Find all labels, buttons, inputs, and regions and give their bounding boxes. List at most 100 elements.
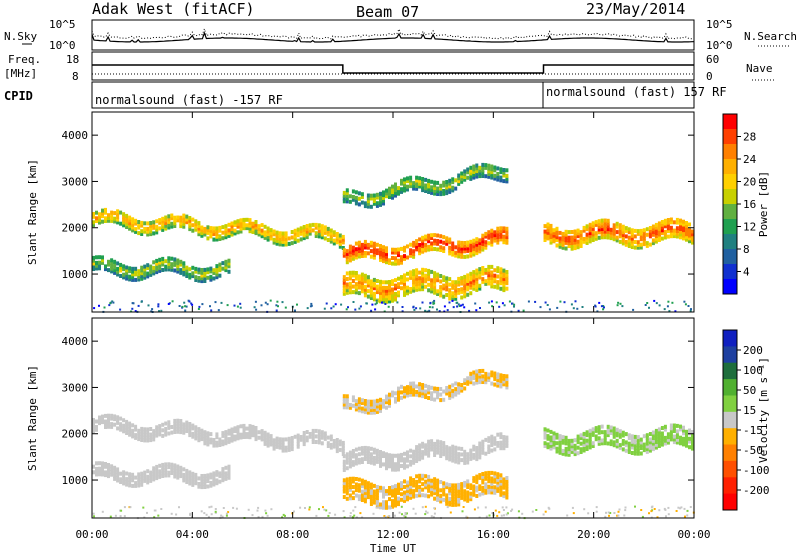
velocity-cell [582,431,586,436]
power-cell [348,284,352,289]
velocity-cell [351,454,355,459]
power-cell [366,193,370,198]
power-cell [119,262,123,267]
velocity-scatter [488,514,491,517]
velocity-cell [448,384,452,389]
velocity-cell [158,424,162,429]
power-cell [260,231,264,236]
power-cell [363,242,367,247]
power-cell [454,250,458,255]
velocity-cell [348,456,352,461]
velocity-cell [463,483,467,488]
velocity-cell [505,382,509,387]
velocity-cell [439,445,443,450]
velocity-cell [379,455,382,460]
power-cell [382,250,385,255]
velocity-scatter [221,515,224,518]
power-scatter [167,303,170,305]
velocity-cell [221,467,225,472]
velocity-cell [137,483,141,488]
velocity-scatter [334,513,337,516]
power-cell [439,239,443,244]
power-cell [351,284,355,289]
power-scatter [132,302,135,305]
power-cell [206,228,210,233]
velocity-cell [597,427,601,432]
power-cell [345,260,349,265]
power-cell [400,178,403,183]
velocity-cell [173,427,177,432]
velocity-cell [110,422,114,427]
velocity-cell [685,435,688,440]
velocity-cell [375,404,379,409]
power-cell [218,265,222,270]
velocity-cell [394,503,397,508]
power-cell [131,272,135,277]
velocity-cell [585,441,589,446]
power-scatter [401,306,404,308]
velocity-cell [451,497,455,502]
power-cell [107,216,110,220]
power-cell [421,246,425,251]
velocity-cell [606,430,610,435]
power-cell [460,179,464,184]
velocity-cell [436,392,440,397]
power-cell [412,240,416,245]
power-cell [418,270,422,275]
power-cell [137,272,141,276]
velocity-cell [460,493,464,498]
power-cell [469,280,473,285]
velocity-cell [317,434,321,439]
power-cell [472,238,476,243]
power-cell [555,229,559,234]
power-cell [505,275,509,280]
power-cell [248,229,252,234]
power-scatter [255,308,258,311]
velocity-scatter [390,507,393,510]
power-cell [445,293,449,297]
velocity-cell [173,466,177,471]
power-cell [427,288,431,293]
power-scatter [644,304,647,306]
velocity-cell [691,435,694,440]
power-cell [305,224,309,228]
velocity-scatter [308,506,311,509]
power-cell [430,247,434,252]
power-cell [460,252,464,257]
velocity-cell [140,474,144,479]
power-cell [254,225,258,230]
power-cell [588,225,592,230]
power-cell [345,285,349,290]
power-cell [107,213,110,218]
velocity-cell [379,461,382,466]
velocity-cell [576,451,580,456]
velocity-cell [388,401,391,405]
velocity-cell [116,470,120,475]
velocity-cell [351,395,355,400]
power-cell [394,297,397,302]
velocity-cell [206,473,210,478]
power-cell [454,280,458,285]
power-cell [418,248,422,253]
velocity-cell [348,485,352,490]
power-cell [642,228,646,233]
velocity-scatter [425,510,427,513]
power-cell [179,224,183,229]
power-cell [418,287,422,292]
power-cell [134,218,138,223]
velocity-cell [360,457,364,462]
power-cell [466,167,470,172]
time-axis: 00:00 04:00 08:00 12:00 16:00 20:00 00:00 [75,112,711,541]
power-cell [230,232,234,237]
velocity-cell [594,426,598,431]
velocity-cell [391,490,394,495]
velocity-cell [493,436,497,441]
velocity-cell [403,485,406,489]
power-scatter [93,307,96,310]
velocity-cell [382,503,385,507]
power-cell [505,226,509,231]
velocity-cell [363,490,367,495]
power-scatter [446,309,449,312]
power-scatter [137,304,140,307]
